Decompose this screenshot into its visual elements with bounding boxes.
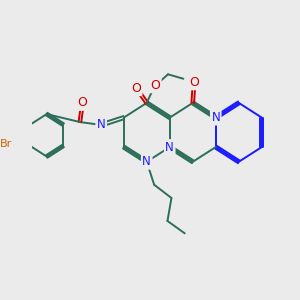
Text: N: N — [142, 155, 151, 168]
Text: N: N — [212, 111, 220, 124]
Text: Br: Br — [0, 140, 12, 149]
Text: N: N — [97, 118, 106, 131]
Text: N: N — [165, 141, 174, 154]
Text: O: O — [189, 76, 199, 89]
Text: O: O — [78, 96, 88, 110]
Text: O: O — [150, 79, 160, 92]
Text: O: O — [131, 82, 141, 95]
